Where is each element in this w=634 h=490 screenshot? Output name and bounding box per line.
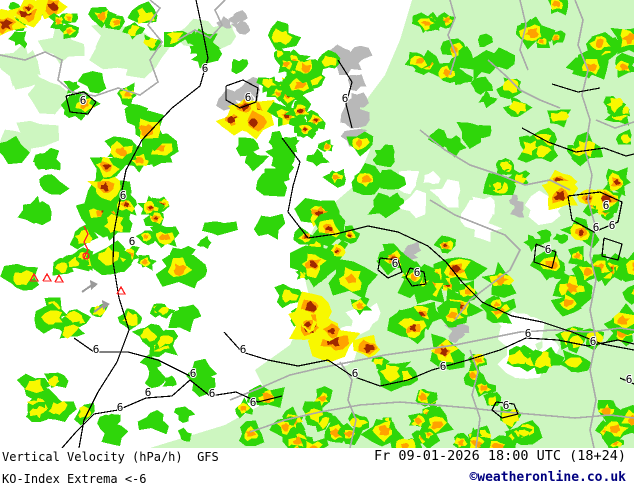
contour-label: 6 bbox=[240, 343, 247, 356]
extrema-marker-layer bbox=[29, 225, 127, 295]
contour-label: 6 bbox=[245, 91, 252, 104]
contour-label: 6 bbox=[209, 387, 216, 400]
contour-label: 6 bbox=[190, 367, 197, 380]
datetime-label: Fr 09-01-2026 18:00 UTC (18+24) bbox=[374, 448, 626, 464]
contour-label: 6 bbox=[120, 189, 127, 202]
country-borders-layer bbox=[0, 0, 634, 448]
contour-label: 6 bbox=[545, 243, 552, 256]
contour-label: 6 bbox=[93, 343, 100, 356]
contour-label: 6 bbox=[145, 386, 152, 399]
copyright-link[interactable]: ©weatheronline.co.uk bbox=[469, 470, 626, 485]
contour-label: 6 bbox=[202, 62, 209, 75]
contour-label: 6 bbox=[609, 219, 616, 232]
contour-label: 6 bbox=[593, 221, 600, 234]
contour-label: 6 bbox=[414, 266, 421, 279]
contour-label: 6 bbox=[525, 327, 532, 340]
extrema-label: KO-Index Extrema <-6 bbox=[2, 472, 147, 486]
contour-label: 6 bbox=[590, 335, 597, 348]
arrow-marker-layer bbox=[81, 280, 110, 313]
vv-shading-layer bbox=[0, 0, 634, 448]
contour-label: 6 bbox=[626, 373, 633, 386]
contour-label: 6 bbox=[117, 401, 124, 414]
contour-label: 6 bbox=[342, 92, 349, 105]
ko-contour-layer bbox=[61, 0, 634, 448]
contour-label: 6 bbox=[80, 94, 87, 107]
contour-label: 6 bbox=[440, 360, 447, 373]
contour-label: 6 bbox=[352, 367, 359, 380]
contour-label: 6 bbox=[250, 396, 257, 409]
contour-label: 6 bbox=[392, 257, 399, 270]
param-label: Vertical Velocity (hPa/h) GFS bbox=[2, 450, 219, 464]
contour-label: 6 bbox=[129, 235, 136, 248]
contour-label: 6 bbox=[503, 399, 510, 412]
contour-label: 6 bbox=[603, 199, 610, 212]
